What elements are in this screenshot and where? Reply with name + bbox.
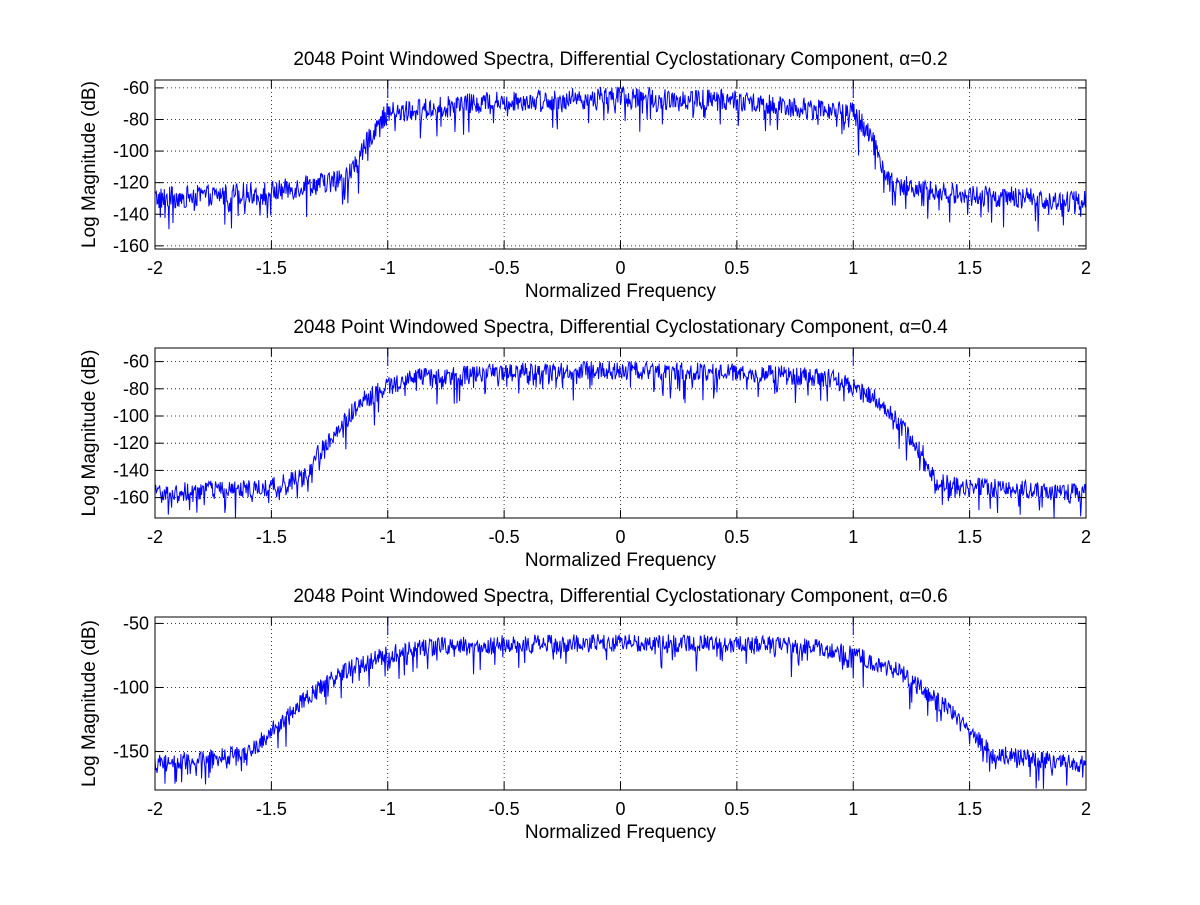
y-axis-label: Log Magnitude (dB) [79,620,100,787]
x-tick-label: 0 [615,258,625,278]
series-line [154,633,1087,789]
x-tick-label: 2 [1081,527,1091,547]
x-tick-label: 0.5 [724,258,749,278]
y-tick-label: -80 [123,379,149,399]
subplot-2: -2 -1.5 -1 -0.5 0 0.5 1 1.5 2 -160 -140 -120 -100 -80… [79,317,1091,571]
x-tick-label: -0.5 [489,258,520,278]
x-tick-label: 0 [615,527,625,547]
y-tick-label: -50 [123,613,149,633]
x-axis-label: Normalized Frequency [525,822,717,843]
x-tick-label: 2 [1081,258,1091,278]
chart-title: 2048 Point Windowed Spectra, Differentia… [293,317,948,338]
x-axis-label: Normalized Frequency [525,281,717,302]
y-tick-label: -80 [123,109,149,129]
y-tick-label: -150 [113,742,149,762]
x-tick-label: 1.5 [957,527,982,547]
y-tick-label: -60 [123,352,149,372]
x-tick-label: -2 [147,527,163,547]
x-tick-label: -2 [147,799,163,819]
chart-title: 2048 Point Windowed Spectra, Differentia… [293,586,947,607]
x-tick-label: 1 [848,527,858,547]
x-tick-label: 0.5 [724,799,749,819]
x-tick-label: 0 [615,799,625,819]
y-axis-label: Log Magnitude (dB) [79,350,100,517]
y-tick-label: -140 [113,204,149,224]
x-tick-label: -1 [380,258,396,278]
subplot-1: -2 -1.5 -1 -0.5 0 0.5 1 1.5 2 -160 -140 -120 -100 -80… [79,49,1091,302]
series-line [154,360,1087,519]
x-tick-label: 2 [1081,799,1091,819]
x-tick-label: -1 [380,527,396,547]
x-tick-label: -2 [147,258,163,278]
x-tick-label: 1 [848,258,858,278]
x-tick-label: 1 [848,799,858,819]
y-tick-label: -160 [113,236,149,256]
y-tick-label: -120 [113,433,149,453]
y-tick-label: -120 [113,173,149,193]
x-tick-label: 0.5 [724,527,749,547]
y-tick-label: -100 [113,677,149,697]
x-tick-label: -1 [380,799,396,819]
chart-title: 2048 Point Windowed Spectra, Differentia… [293,49,947,70]
y-tick-label: -100 [113,406,149,426]
y-tick-label: -140 [113,460,149,480]
x-tick-label: 1.5 [957,799,982,819]
y-tick-label: -160 [113,488,149,508]
series-line [154,86,1087,232]
x-tick-label: -1.5 [256,527,287,547]
y-tick-label: -60 [123,78,149,98]
x-tick-label: -1.5 [256,258,287,278]
subplot-3: -2 -1.5 -1 -0.5 0 0.5 1 1.5 2 -150 -100 -50 2048 Poi… [79,586,1091,843]
x-tick-label: -0.5 [489,527,520,547]
x-tick-label: -1.5 [256,799,287,819]
x-tick-label: 1.5 [957,258,982,278]
x-axis-label: Normalized Frequency [525,550,717,571]
x-tick-label: -0.5 [489,799,520,819]
y-axis-label: Log Magnitude (dB) [79,81,100,248]
y-tick-label: -100 [113,141,149,161]
